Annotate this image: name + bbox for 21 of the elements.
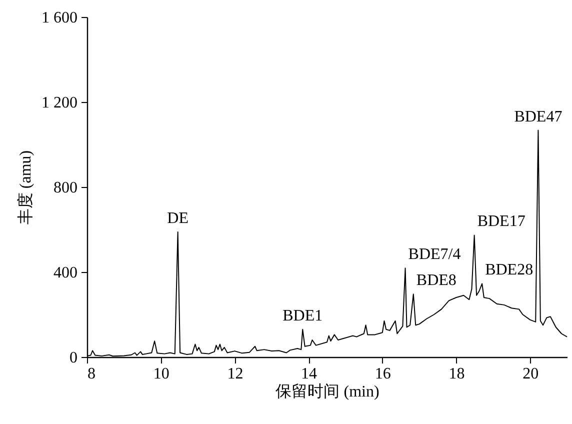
x-axis-title: 保留时间 (min)	[276, 382, 380, 400]
x-tick-label: 12	[227, 366, 244, 382]
y-tick-label: 800	[54, 180, 78, 196]
y-tick-label: 1 600	[42, 10, 78, 26]
y-tick-label: 0	[70, 350, 78, 366]
annotation: DE	[167, 210, 188, 228]
x-tick-label: 18	[448, 366, 465, 382]
x-tick-label: 10	[153, 366, 170, 382]
x-tick-label: 8	[88, 366, 96, 382]
y-tick-label: 1 200	[42, 94, 78, 112]
annotation: BDE1	[282, 307, 323, 324]
annotation: BDE28	[485, 262, 534, 279]
y-tick-label: 400	[54, 264, 78, 282]
annotation: BDE8	[416, 272, 456, 290]
y-axis-title: 丰度 (amu)	[16, 150, 34, 225]
x-tick-label: 14	[301, 366, 318, 382]
annotation: BDE7/4	[408, 246, 461, 264]
x-tick-label: 16	[374, 366, 391, 382]
annotation: BDE17	[477, 213, 526, 230]
x-tick-label: 20	[522, 366, 539, 382]
annotation: BDE47	[514, 108, 562, 126]
